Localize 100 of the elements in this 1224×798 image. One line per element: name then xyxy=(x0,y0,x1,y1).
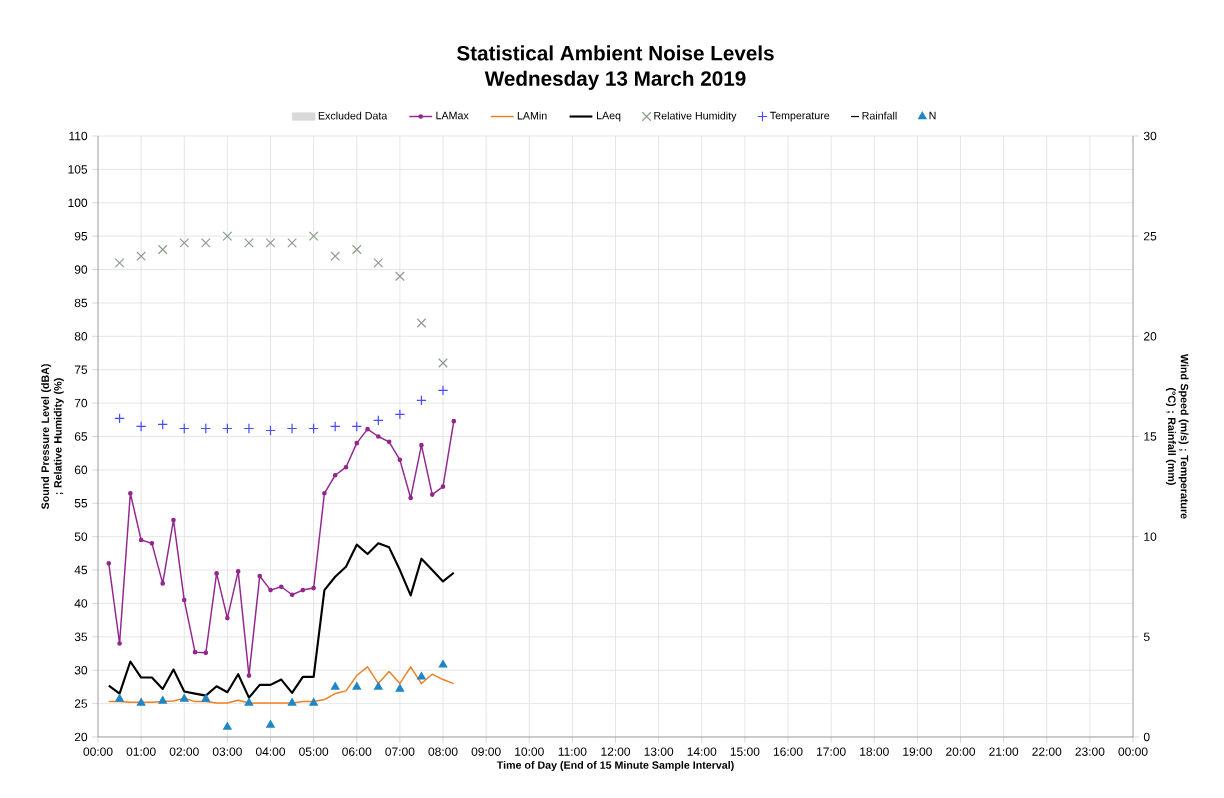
y2-axis-title: Wind Speed (m/s) ; Temperature (°C) ; Rainfall (mm) xyxy=(1165,353,1189,519)
point xyxy=(158,696,167,704)
point xyxy=(200,423,212,434)
y-tick-label: 75 xyxy=(74,365,88,374)
point xyxy=(268,587,273,593)
y-tick-label: 90 xyxy=(74,265,88,274)
point xyxy=(222,423,233,434)
x-tick-label: 03:00 xyxy=(212,747,242,756)
point xyxy=(332,472,338,478)
point xyxy=(352,682,362,690)
point xyxy=(330,682,340,690)
x-tick-label: 09:00 xyxy=(471,747,501,756)
point xyxy=(138,537,144,543)
point xyxy=(309,698,318,706)
point xyxy=(115,694,124,702)
point xyxy=(136,251,146,262)
point xyxy=(257,573,263,579)
point xyxy=(178,423,190,434)
x-tick-label: 06:00 xyxy=(342,747,372,756)
y2-tick-label: 20 xyxy=(1144,332,1157,341)
x-tick-label: 19:00 xyxy=(903,747,932,756)
point xyxy=(179,694,189,702)
point xyxy=(203,650,209,656)
point xyxy=(375,434,381,439)
x-tick-label: 05:00 xyxy=(299,747,329,756)
point xyxy=(106,561,112,566)
point xyxy=(214,571,219,576)
y-axis-title: Sound Pressure Level (dBA) ; Relative Humidity (%) xyxy=(41,364,64,510)
y-tick-label: 80 xyxy=(74,332,88,341)
point xyxy=(266,720,275,728)
x-tick-label: 01:00 xyxy=(126,747,156,756)
legend-label: LAMax xyxy=(436,111,469,120)
legend-label: Relative Humidity xyxy=(654,111,737,122)
point xyxy=(243,423,255,434)
x-tick-label: 15:00 xyxy=(730,747,760,756)
point xyxy=(192,649,198,655)
legend-label: LAMin xyxy=(517,111,547,120)
point xyxy=(265,425,276,436)
y2-tick-label: 25 xyxy=(1144,231,1157,241)
y-tick-label: 20 xyxy=(74,732,88,742)
point xyxy=(157,419,168,430)
y-tick-label: 70 xyxy=(74,398,88,408)
x-tick-label: 18:00 xyxy=(860,747,889,756)
point xyxy=(181,597,187,603)
point xyxy=(246,673,252,678)
point xyxy=(374,682,383,690)
x-tick-label: 21:00 xyxy=(989,747,1019,756)
x-tick-label: 23:00 xyxy=(1075,747,1105,756)
point xyxy=(408,495,413,501)
legend-label: N xyxy=(929,111,936,120)
point xyxy=(429,492,435,497)
point xyxy=(308,423,319,434)
point xyxy=(395,684,405,692)
point xyxy=(386,439,392,445)
point xyxy=(223,722,232,730)
point xyxy=(365,426,370,432)
x-tick-label: 00:00 xyxy=(83,747,113,756)
point xyxy=(222,231,233,242)
y-tick-label: 30 xyxy=(74,665,88,675)
point xyxy=(416,395,427,406)
x-tick-label: 04:00 xyxy=(255,747,286,756)
point xyxy=(160,581,166,586)
point xyxy=(179,238,190,248)
x-tick-label: 22:00 xyxy=(1032,747,1062,756)
point xyxy=(287,698,297,706)
point xyxy=(354,440,360,446)
point xyxy=(117,641,122,646)
point xyxy=(395,271,405,282)
y-tick-label: 25 xyxy=(74,699,88,708)
point xyxy=(201,694,211,702)
point xyxy=(135,421,147,432)
y-tick-label: 55 xyxy=(74,499,88,508)
chart-subtitle: Wednesday 13 March 2019 xyxy=(484,70,746,90)
x-tick-label: 14:00 xyxy=(687,747,717,756)
point xyxy=(200,238,211,248)
point xyxy=(330,251,341,262)
y2-tick-label: 0 xyxy=(1143,732,1150,742)
x-tick-label: 16:00 xyxy=(773,747,803,756)
point xyxy=(416,318,427,328)
x-tick-label: 10:00 xyxy=(515,747,544,756)
point xyxy=(300,587,306,593)
legend-label: Excluded Data xyxy=(318,111,388,120)
point xyxy=(451,418,457,424)
x-tick-label: 07:00 xyxy=(385,747,415,756)
x-tick-label: 13:00 xyxy=(644,747,674,756)
y-tick-label: 100 xyxy=(68,198,88,208)
point xyxy=(311,585,316,591)
point xyxy=(157,244,168,255)
point xyxy=(149,541,155,546)
point xyxy=(244,698,254,706)
x-tick-label: 00:00 xyxy=(1118,747,1148,756)
y2-tick-label: 10 xyxy=(1144,532,1157,541)
point xyxy=(286,423,298,434)
point xyxy=(235,569,241,574)
point xyxy=(136,698,146,706)
point xyxy=(397,457,403,463)
y2-tick-label: 30 xyxy=(1143,131,1157,141)
x-tick-label: 02:00 xyxy=(169,747,199,756)
y-tick-label: 60 xyxy=(74,465,88,475)
point xyxy=(322,490,327,496)
